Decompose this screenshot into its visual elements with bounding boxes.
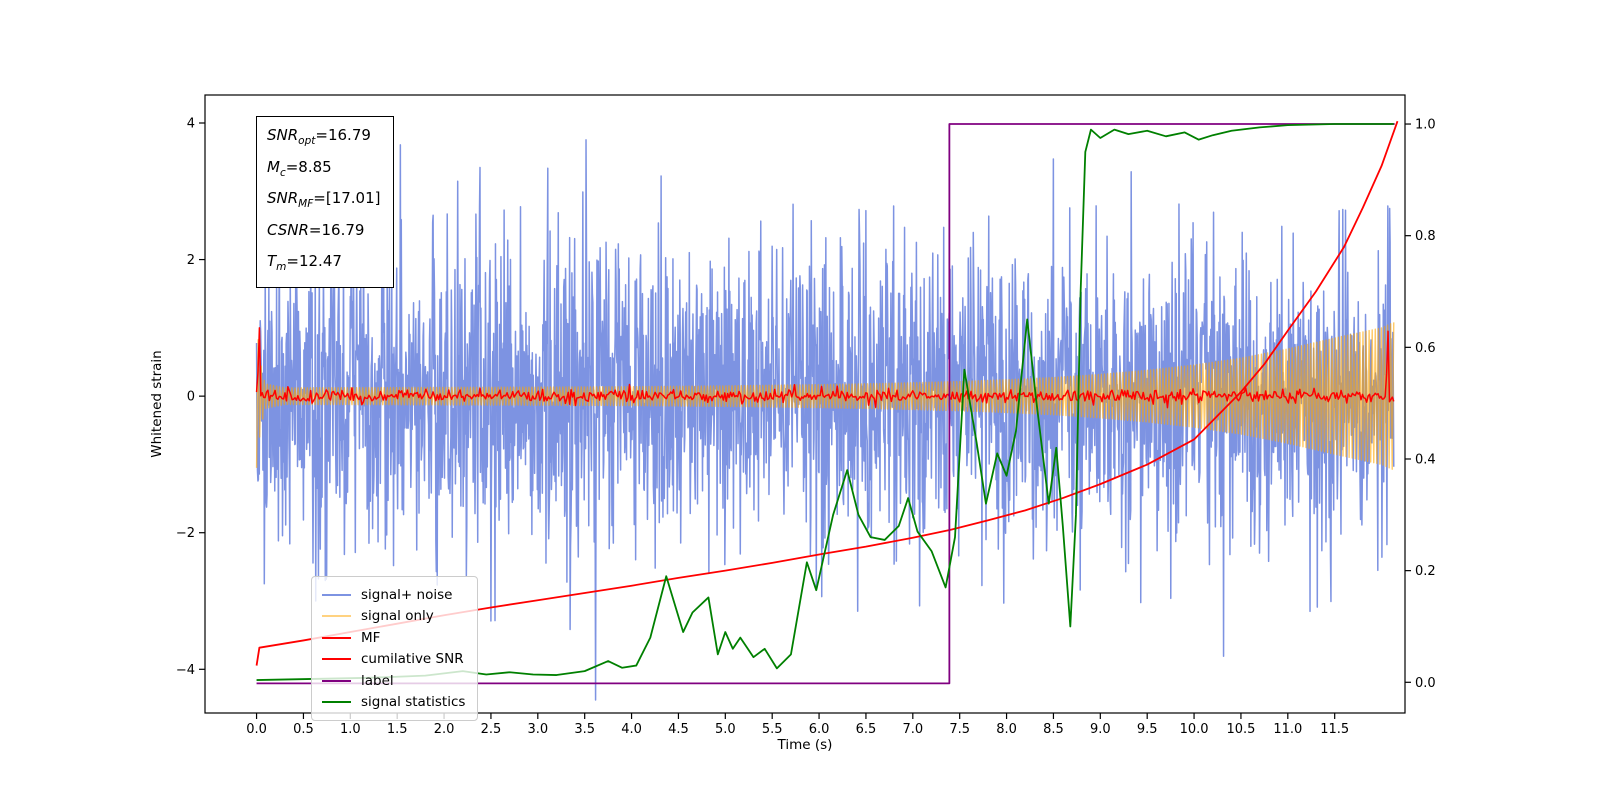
info-line: CSNR=16.79	[267, 218, 381, 250]
x-tick-label: 11.5	[1320, 722, 1349, 737]
info-line-base: M	[267, 157, 280, 176]
x-tick-label: 1.5	[387, 722, 408, 737]
info-line: SNRMF=[17.01]	[267, 186, 381, 218]
x-tick-label: 8.0	[996, 722, 1017, 737]
y-right-tick-label: 1.0	[1415, 118, 1436, 133]
x-tick-label: 5.5	[762, 722, 783, 737]
y-left-tick-label: −4	[176, 663, 195, 678]
info-box: SNRopt=16.79 Mc=8.85 SNRMF=[17.01] CSNR=16.…	[256, 116, 394, 288]
x-tick-label: 1.0	[340, 722, 361, 737]
x-axis-label: Time (s)	[777, 737, 833, 753]
x-tick-label: 5.0	[715, 722, 736, 737]
legend-swatch	[322, 615, 351, 618]
x-tick-label: 2.5	[481, 722, 502, 737]
info-line-subscript: MF	[298, 198, 314, 210]
y-right-tick-label: 0.0	[1415, 676, 1436, 691]
legend-item: MF	[322, 627, 465, 649]
info-line-value: =8.85	[285, 157, 332, 176]
y-left-tick-label: −2	[176, 526, 195, 541]
legend-swatch	[322, 658, 351, 661]
info-line-value: =12.47	[286, 252, 342, 270]
x-tick-label: 7.5	[949, 722, 970, 737]
legend-item: signal+ noise	[322, 584, 465, 606]
y-right-tick-label: 0.4	[1415, 452, 1436, 467]
series-label	[256, 123, 1395, 685]
x-tick-label: 3.0	[527, 722, 548, 737]
x-tick-label: 0.5	[293, 722, 314, 737]
y-right-tick-label: 0.8	[1415, 229, 1436, 244]
x-tick-label: 6.0	[809, 722, 830, 737]
legend-swatch	[322, 701, 351, 704]
info-line: SNRopt=16.79	[267, 123, 381, 155]
info-line-base: SNR	[267, 126, 299, 144]
legend-label: cumilative SNR	[361, 651, 464, 668]
legend-label: label	[361, 672, 394, 689]
y-right-tick-label: 0.6	[1415, 341, 1436, 356]
x-tick-label: 3.5	[574, 722, 595, 737]
series-mf	[255, 327, 1395, 409]
info-line: Mc=8.85	[267, 155, 381, 187]
legend-item: cumilative SNR	[322, 649, 465, 671]
x-tick-label: 10.0	[1180, 722, 1209, 737]
info-line-subscript: opt	[298, 135, 316, 147]
info-line-value: =16.79	[308, 220, 365, 239]
legend-item: signal only	[322, 606, 465, 628]
info-line-subscript: m	[276, 261, 287, 273]
x-tick-label: 0.0	[246, 722, 267, 737]
y-left-tick-label: 0	[187, 390, 195, 405]
legend-item: label	[322, 670, 465, 692]
info-line-base: SNR	[267, 189, 299, 207]
legend-swatch	[322, 593, 351, 596]
y-left-tick-label: 4	[187, 116, 195, 131]
legend-swatch	[322, 636, 351, 639]
info-line: Tm=12.47	[267, 249, 381, 281]
info-line-base: CSNR	[267, 220, 309, 239]
info-line-value: =16.79	[315, 126, 371, 144]
x-tick-label: 2.0	[434, 722, 455, 737]
legend-label: signal+ noise	[361, 586, 453, 603]
info-line-subscript: c	[279, 166, 286, 179]
x-tick-label: 9.5	[1137, 722, 1158, 737]
y-left-tick-label: 2	[187, 253, 195, 268]
legend: signal+ noise signal only MF cumilative SNR…	[311, 576, 479, 721]
plot-border	[204, 94, 1406, 714]
x-tick-label: 8.5	[1043, 722, 1064, 737]
legend-item: signal statistics	[322, 692, 465, 714]
series-signal-statistics	[256, 123, 1394, 681]
x-tick-label: 10.5	[1226, 722, 1255, 737]
x-tick-label: 7.0	[902, 722, 923, 737]
y-right-tick-label: 0.2	[1415, 564, 1436, 579]
info-line-base: T	[267, 252, 277, 270]
legend-label: signal statistics	[361, 694, 466, 711]
x-tick-label: 11.0	[1273, 722, 1302, 737]
x-tick-label: 9.0	[1090, 722, 1111, 737]
x-tick-label: 4.0	[621, 722, 642, 737]
info-line-value: =[17.01]	[313, 189, 381, 207]
x-tick-label: 6.5	[856, 722, 877, 737]
x-tick-label: 4.5	[668, 722, 689, 737]
legend-label: signal only	[361, 608, 434, 625]
legend-label: MF	[361, 629, 381, 646]
series-signal-noise	[255, 139, 1395, 701]
legend-swatch	[322, 679, 351, 682]
y-axis-label: Whitened strain	[149, 350, 165, 458]
